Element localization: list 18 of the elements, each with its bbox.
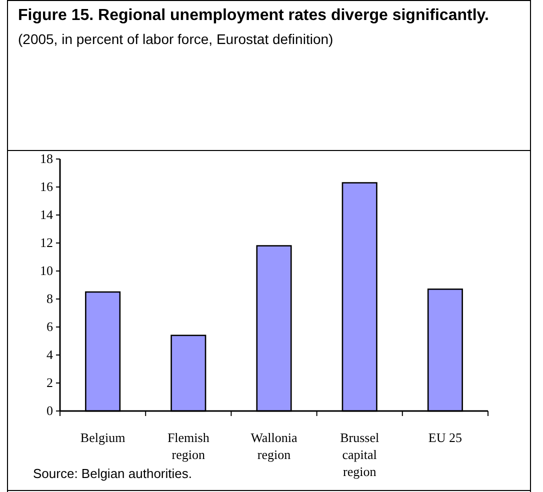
chart-subtitle: (2005, in percent of labor force, Eurostat definition) [18,31,334,47]
x-tick-label: Brussel capital region [340,430,380,479]
y-tick-label: 10 [40,263,53,278]
y-tick-label: 2 [46,375,53,390]
x-tick-label: Belgium [80,430,126,445]
source-note: Source: Belgian authorities. [33,466,192,481]
y-tick-label: 12 [40,235,53,250]
y-tick-label: 6 [46,319,54,334]
x-tick-label: EU 25 [428,430,462,445]
x-tick-label: Flemish region [167,430,210,462]
y-tick-label: 14 [40,207,54,222]
x-tick-label: Wallonia region [250,430,298,462]
y-tick-label: 8 [46,291,53,306]
y-tick-label: 4 [46,347,54,362]
y-tick-label: 16 [40,179,54,194]
chart-title: Figure 15. Regional unemployment rates diverge significantly. [18,7,489,24]
y-tick-label: 0 [46,403,53,418]
y-tick-label: 18 [40,151,53,166]
